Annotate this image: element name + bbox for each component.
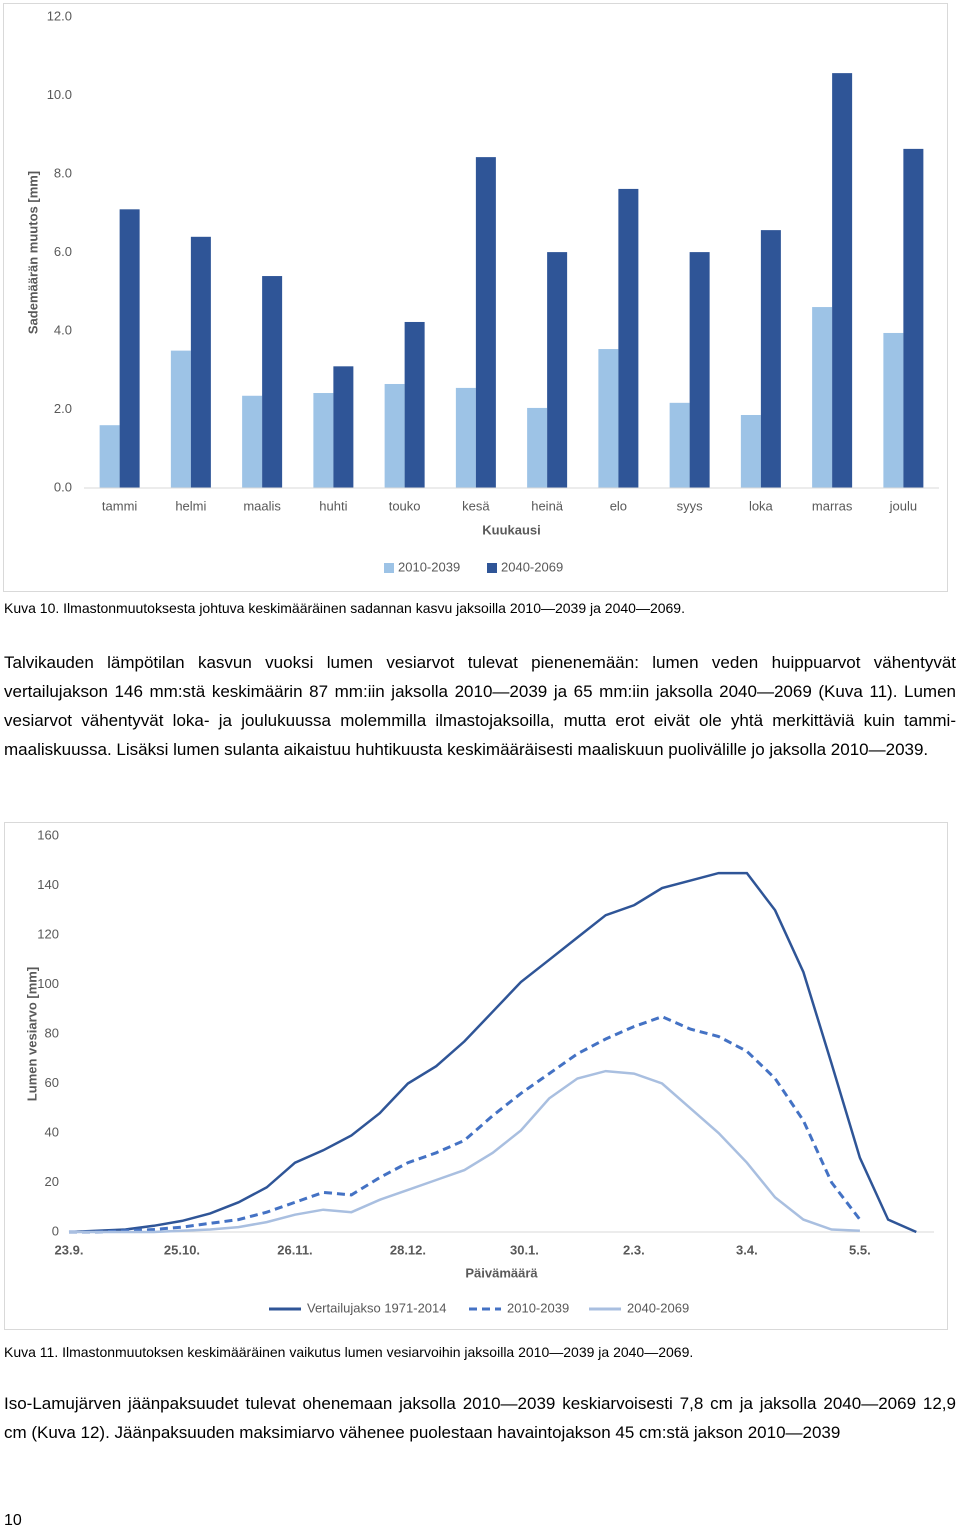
x-tick-label: elo (610, 498, 627, 513)
y-tick-label: 40 (45, 1124, 59, 1139)
x-tick-label: 2.3. (623, 1242, 645, 1257)
caption: Kuva 10. Ilmastonmuutoksesta johtuva kes… (4, 600, 685, 616)
bar (384, 383, 405, 488)
x-tick-label: joulu (889, 498, 917, 513)
x-axis-title: Päivämäärä (465, 1265, 538, 1280)
line (68, 871, 917, 1234)
x-tick-label: touko (389, 498, 421, 513)
x-tick-label: 25.10. (164, 1242, 200, 1257)
bar (740, 414, 761, 488)
x-tick-label: helmi (175, 498, 206, 513)
legend-swatch (487, 563, 497, 573)
bar (262, 276, 283, 488)
x-tick-label: 3.4. (736, 1242, 758, 1257)
y-axis-title: Lumen vesiarvo [mm] (24, 967, 39, 1101)
y-tick-label: 100 (37, 976, 59, 991)
bar (812, 307, 833, 488)
x-tick-label: 5.5. (849, 1242, 871, 1257)
legend-label: Vertailujakso 1971-2014 (307, 1300, 447, 1315)
y-tick-label: 12.0 (47, 8, 72, 23)
y-tick-label: 4.0 (54, 322, 72, 337)
y-tick-label: 8.0 (54, 165, 72, 180)
bar (669, 402, 690, 488)
bar (170, 350, 191, 488)
bar (883, 332, 904, 488)
y-tick-label: 0.0 (54, 479, 72, 494)
bar-chart: 0.0 2.0 4.0 6.0 8.0 10.0 12.0 Sademäärän muutos… (3, 3, 948, 592)
y-tick-label: 120 (37, 926, 59, 941)
bar (832, 73, 853, 488)
legend-label: 2040-2069 (627, 1300, 689, 1315)
y-tick-label: 80 (45, 1025, 59, 1040)
x-tick-label: syys (677, 498, 704, 513)
y-tick-label: 10.0 (47, 87, 72, 102)
bar (903, 148, 924, 488)
bar (119, 209, 140, 488)
x-tick-label: 23.9. (55, 1242, 84, 1257)
y-tick-label: 2.0 (54, 401, 72, 416)
caption: Kuva 11. Ilmastonmuutoksen keskimääräine… (4, 1344, 694, 1360)
legend-label: 2010-2039 (398, 559, 460, 574)
bar (760, 230, 781, 488)
bar (547, 252, 568, 488)
bar (455, 387, 476, 488)
bar (527, 407, 548, 488)
bar (313, 393, 334, 488)
y-tick-label: 60 (45, 1075, 59, 1090)
x-tick-label: heinä (531, 498, 564, 513)
bar (475, 157, 496, 488)
legend-label: 2010-2039 (507, 1300, 569, 1315)
line (69, 1015, 862, 1234)
x-tick-label: huhti (319, 498, 347, 513)
bar (333, 366, 354, 488)
legend-label: 2040-2069 (501, 559, 563, 574)
bar (190, 236, 211, 488)
x-tick-label: kesä (462, 498, 490, 513)
legend-swatch (384, 563, 394, 573)
y-tick-label: 0 (52, 1223, 59, 1238)
paragraph: Iso-Lamujärven jäänpaksuudet tulevat ohe… (4, 1394, 956, 1442)
y-tick-label: 20 (45, 1174, 59, 1189)
y-axis-title: Sademäärän muutos [mm] (25, 171, 40, 334)
bar (618, 188, 639, 489)
x-tick-label: 28.12. (390, 1242, 426, 1257)
x-tick-label: loka (749, 498, 774, 513)
x-tick-label: tammi (102, 498, 138, 513)
line (69, 1069, 860, 1234)
x-tick-label: maalis (243, 498, 281, 513)
line-chart: 0 20 40 60 80 100 120 140 160 Lumen vesiarvo [mm]… (4, 822, 948, 1330)
y-tick-label: 6.0 (54, 244, 72, 259)
page-number: 10 (4, 1512, 22, 1529)
paragraph: Talvikauden lämpötilan kasvun vuoksi lum… (4, 653, 956, 759)
bar (99, 425, 120, 488)
x-tick-label: marras (812, 498, 853, 513)
y-tick-label: 140 (37, 877, 59, 892)
bar (242, 395, 263, 488)
bar (404, 321, 425, 488)
x-tick-label: 30.1. (510, 1242, 539, 1257)
x-tick-label: 26.11. (277, 1242, 312, 1257)
bar (689, 252, 710, 488)
y-tick-label: 160 (37, 827, 59, 842)
x-axis-title: Kuukausi (482, 522, 541, 537)
bar (598, 349, 619, 488)
